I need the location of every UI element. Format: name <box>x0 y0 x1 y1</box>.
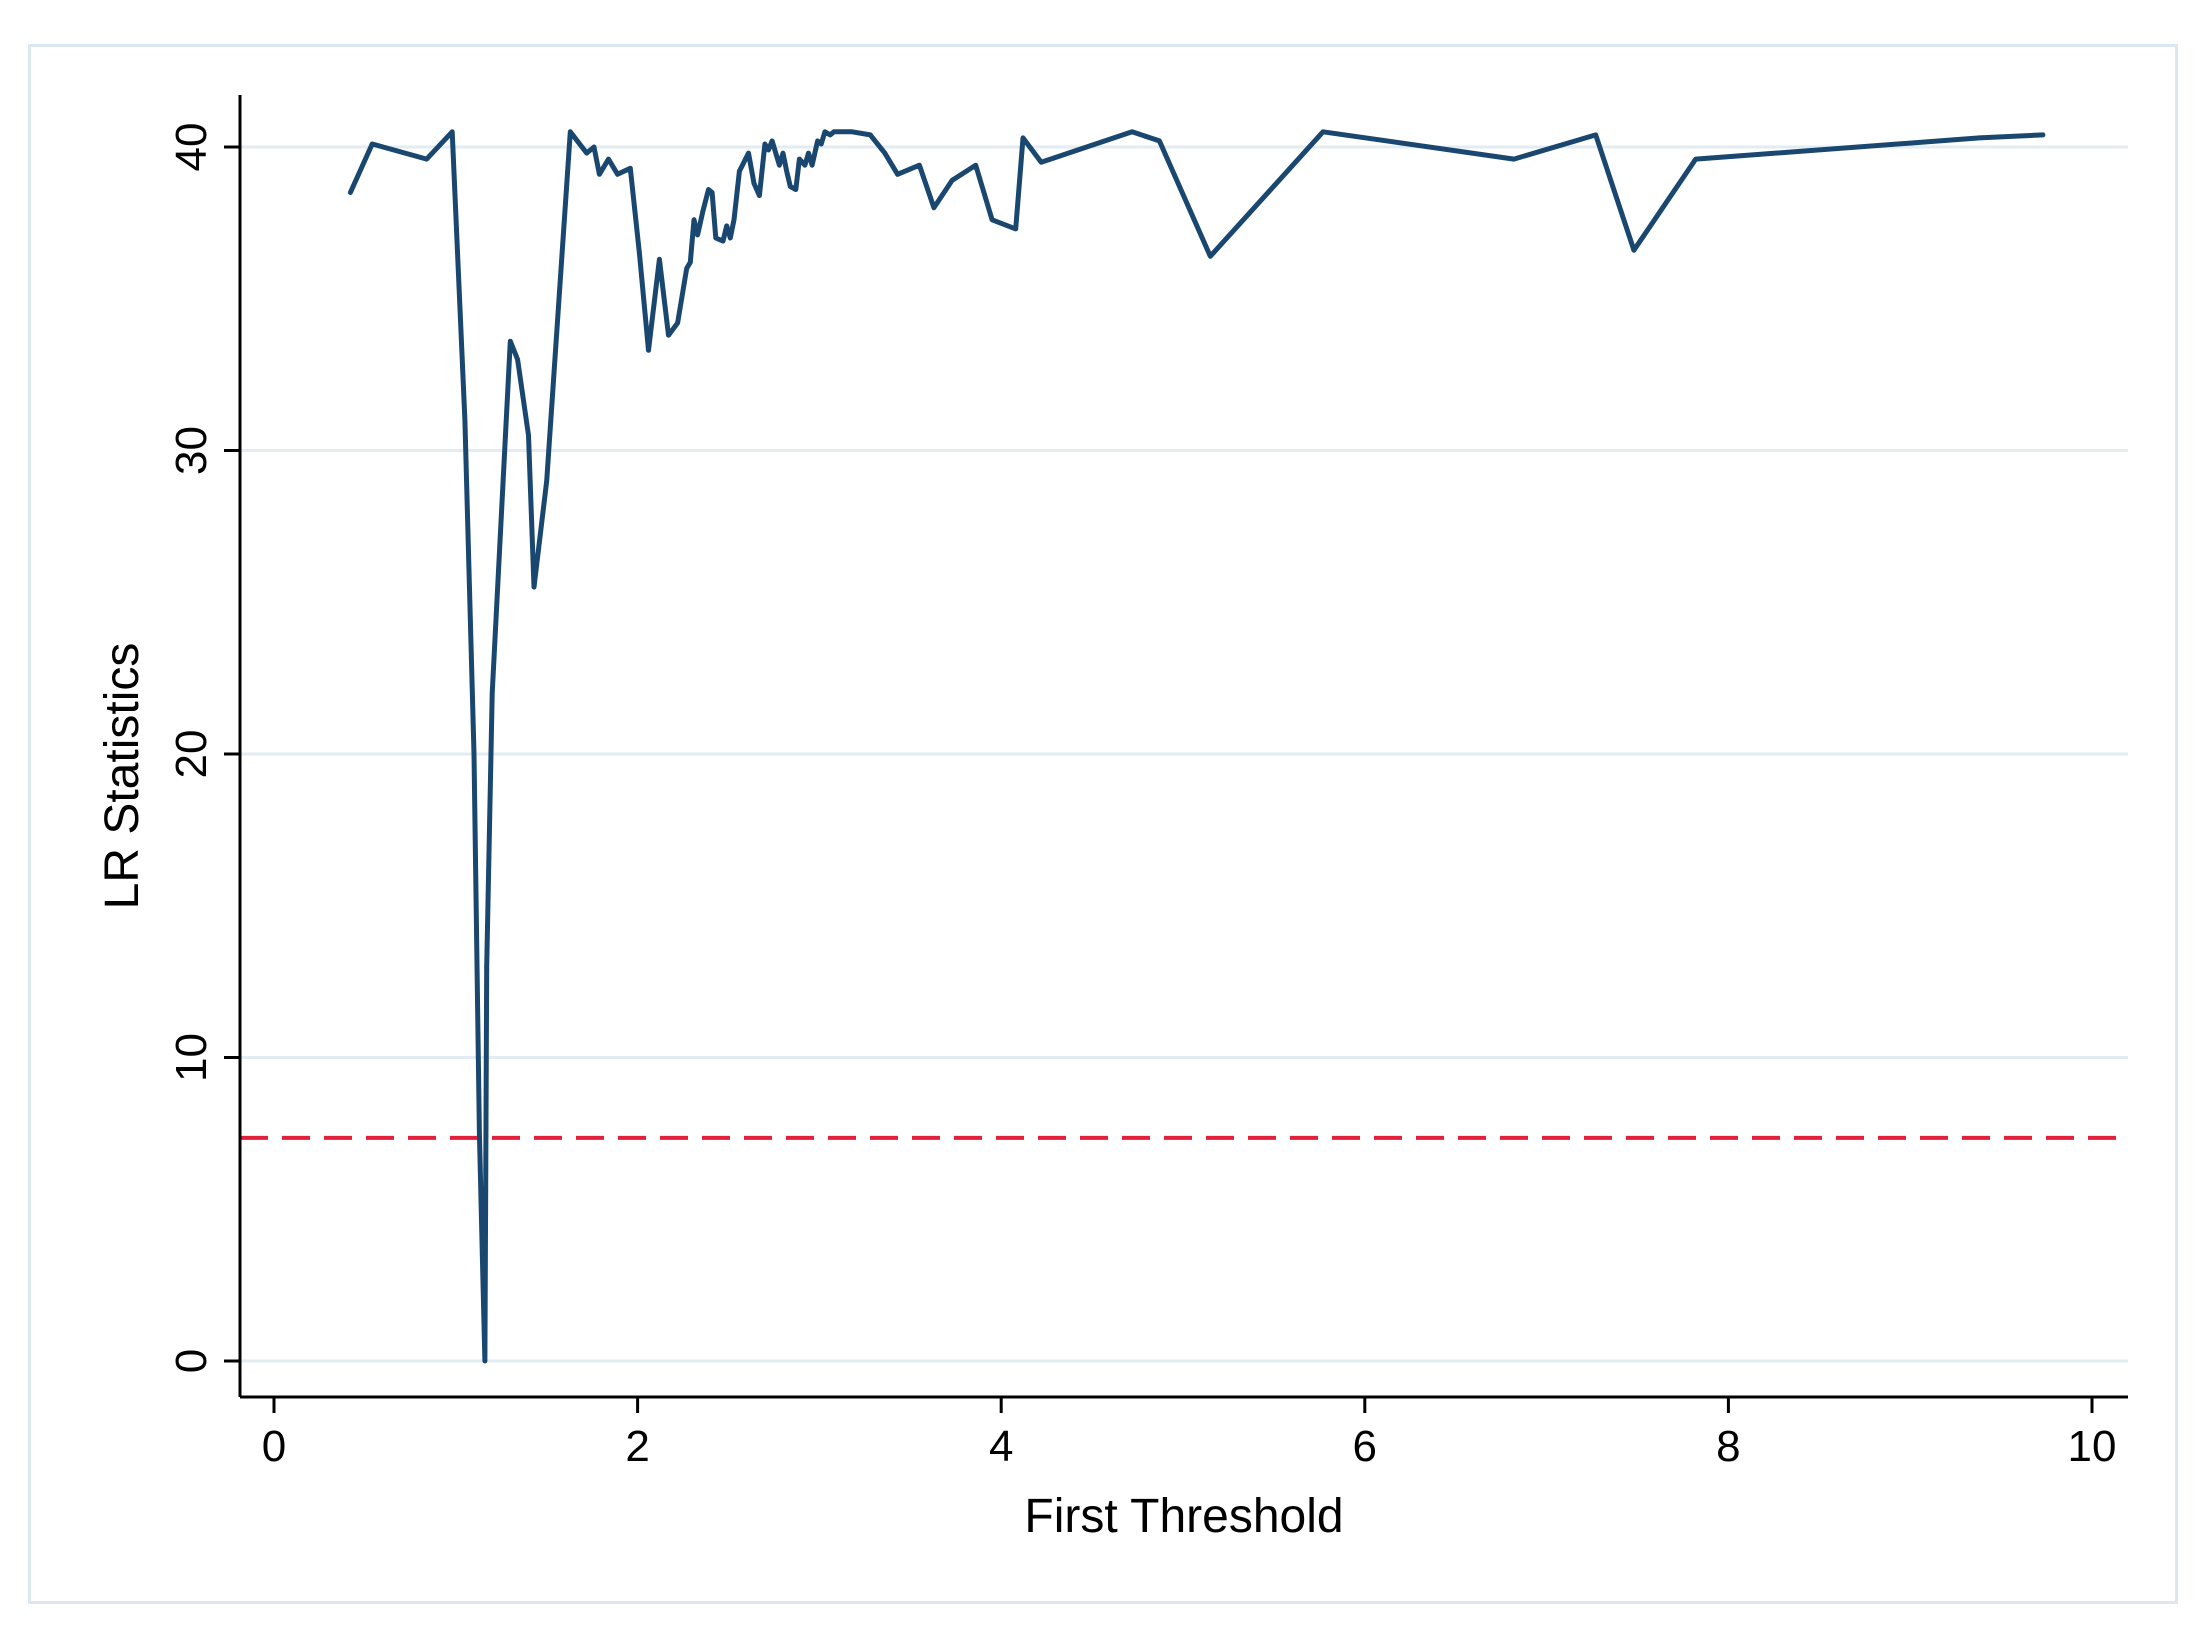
series-line <box>347 129 2046 1364</box>
y-tick-label: 10 <box>167 1033 216 1082</box>
chart-frame <box>28 44 2178 1604</box>
y-tick-label: 0 <box>167 1349 216 1373</box>
y-tick-label: 20 <box>167 730 216 779</box>
x-tick-label: 8 <box>1716 1422 1740 1471</box>
gridlines <box>240 145 2128 1363</box>
y-tick-label: 40 <box>167 123 216 172</box>
x-axis-title: First Threshold <box>1024 1490 1343 1543</box>
series-layer <box>347 129 2046 1364</box>
x-tick-label: 10 <box>2068 1422 2117 1471</box>
x-tick-label: 2 <box>625 1422 649 1471</box>
x-tick-label: 6 <box>1353 1422 1377 1471</box>
y-axis-ticks: 0 10 20 30 40 <box>167 123 240 1373</box>
y-tick-label: 30 <box>167 426 216 475</box>
x-tick-label: 4 <box>989 1422 1013 1471</box>
x-tick-label: 0 <box>262 1422 286 1471</box>
y-axis-title: LR Statistics <box>96 643 149 910</box>
x-axis-ticks: 0 2 4 6 8 10 <box>262 1397 2117 1471</box>
